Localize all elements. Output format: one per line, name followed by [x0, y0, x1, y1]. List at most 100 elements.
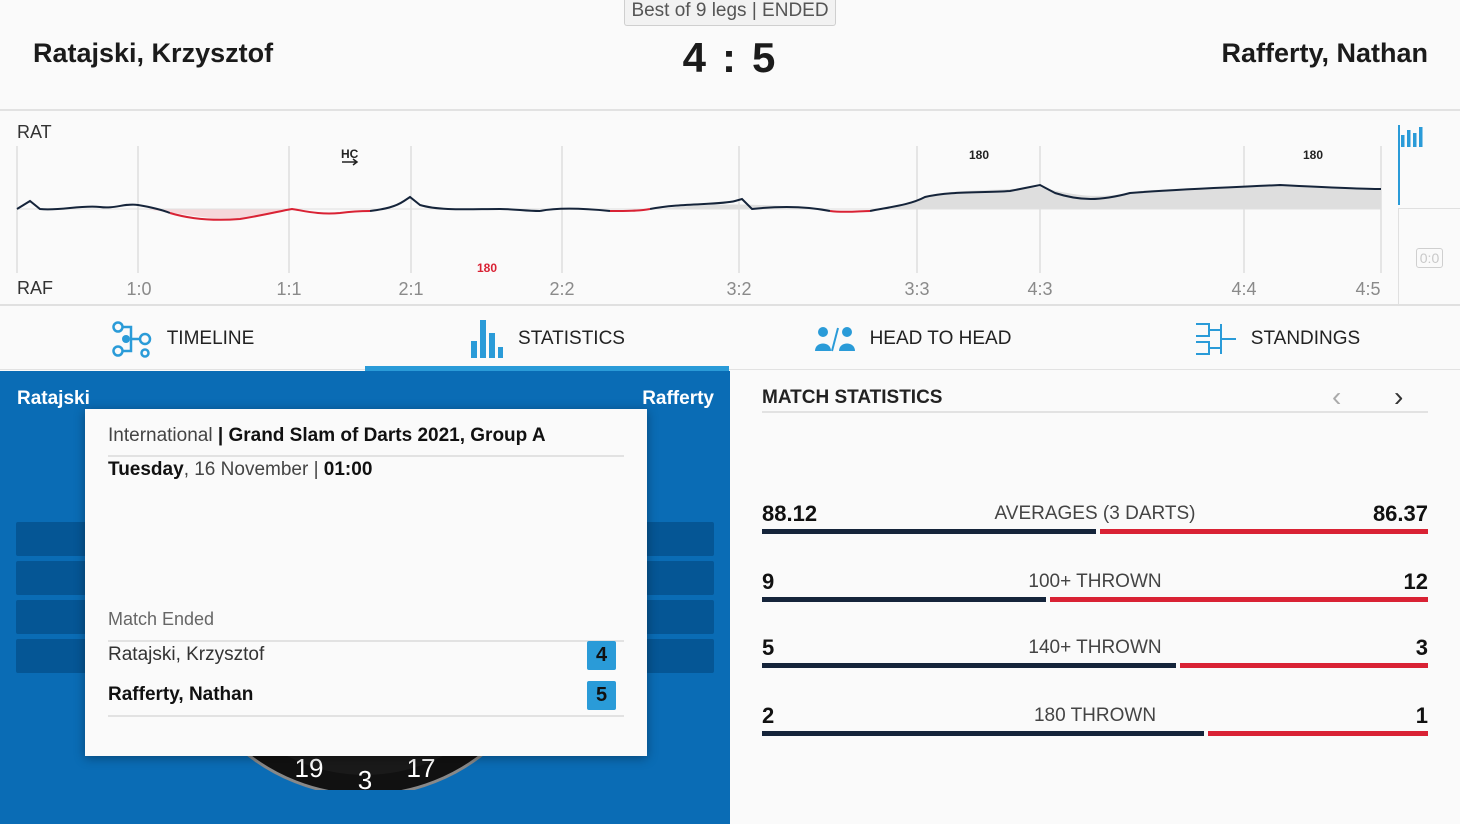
stat-bar-left — [762, 663, 1176, 668]
leg-score-label: 4:3 — [1027, 279, 1052, 299]
background-row — [16, 522, 86, 556]
momentum-chart-toggle[interactable] — [1398, 125, 1460, 205]
match-header: Best of 9 legs | ENDED Ratajski, Krzyszt… — [0, 0, 1460, 111]
board-number: 3 — [358, 765, 372, 790]
stat-bar-right — [1050, 597, 1428, 602]
hc-arrow-icon — [342, 158, 359, 166]
event-tournament: Grand Slam of Darts 2021, Group A — [228, 425, 546, 446]
leg-score-label: 1:0 — [126, 279, 151, 299]
stat-left-value: 5 — [762, 635, 775, 660]
dartboard-panel: 19 3 17 Ratajski Rafferty International … — [0, 371, 730, 824]
leg-score-label: 4:4 — [1231, 279, 1256, 299]
stat-bar-left — [762, 731, 1204, 736]
match-status: Match Ended — [108, 609, 624, 642]
leg-score-label: 4:5 — [1355, 279, 1380, 299]
board-number: 19 — [295, 753, 324, 783]
hc-marker: HC — [341, 147, 359, 166]
tab-timeline-label: TIMELINE — [166, 328, 255, 349]
stat-label: AVERAGES (3 DARTS) — [994, 503, 1196, 524]
stats-title: MATCH STATISTICS — [762, 387, 943, 408]
momentum-top-player-label: RAT — [17, 122, 52, 142]
background-row — [646, 561, 714, 595]
chevron-left-icon[interactable]: ‹ — [1332, 381, 1342, 412]
leg-score-label: 2:1 — [398, 279, 423, 299]
score-separator: : — [722, 34, 738, 81]
stat-label: 140+ THROWN — [1028, 637, 1162, 658]
hc-marker-label: HC — [341, 147, 359, 161]
stat-bar-left — [762, 597, 1046, 602]
background-row — [646, 522, 714, 556]
stat-bar-right — [1100, 529, 1428, 534]
match-info-card: International | Grand Slam of Darts 2021… — [85, 409, 647, 756]
result-row: Ratajski, Krzysztof 4 — [108, 635, 624, 675]
bar-chart-icon — [1401, 127, 1423, 147]
tab-timeline[interactable]: TIMELINE — [0, 308, 365, 370]
leg-score-label: 2:2 — [549, 279, 574, 299]
event-category: International — [108, 425, 213, 446]
stat-bar-right — [1208, 731, 1428, 736]
stat-right-value: 12 — [1403, 569, 1428, 594]
match-date-line: Tuesday, 16 November | 01:00 — [108, 459, 372, 481]
score-view-toggle[interactable]: 0:0 — [1398, 208, 1460, 306]
background-row — [646, 639, 714, 673]
rat-momentum-line — [16, 183, 1382, 214]
statistics-icon — [471, 320, 504, 358]
panel-player-left: Ratajski — [17, 388, 90, 409]
section-tabs: TIMELINE STATISTICS HEAD TO HEAD STANDIN… — [0, 308, 1460, 371]
stat-row: 9 100+ THROWN 12 — [762, 569, 1428, 609]
tab-standings[interactable]: STANDINGS — [1095, 308, 1460, 370]
rat-momentum-area — [660, 185, 1381, 209]
stat-row: 2 180 THROWN 1 — [762, 703, 1428, 743]
background-row — [646, 600, 714, 634]
match-day: Tuesday — [108, 459, 184, 480]
stats-divider — [762, 411, 1428, 413]
background-row — [16, 561, 86, 595]
bottom-180-marker: 180 — [477, 261, 497, 275]
result-player-name: Rafferty, Nathan — [108, 684, 254, 705]
standings-icon — [1195, 323, 1236, 355]
result-score: 4 — [587, 640, 616, 670]
leg-score-label: 3:3 — [904, 279, 929, 299]
timeline-icon — [111, 321, 151, 358]
momentum-graph: HC 180 180 180 1:0 1:1 2:1 2:2 3:2 3:3 4… — [16, 146, 1382, 299]
tab-head-to-head-label: HEAD TO HEAD — [869, 328, 1012, 349]
momentum-bottom-player-label: RAF — [17, 278, 53, 298]
top-180-marker-a: 180 — [969, 148, 989, 162]
top-180-marker-b: 180 — [1303, 148, 1323, 162]
head-to-head-icon — [814, 327, 855, 352]
player-right-name: Rafferty, Nathan — [1221, 38, 1428, 68]
match-date: , 16 November | — [183, 459, 324, 480]
match-time: 01:00 — [323, 459, 373, 480]
raf-momentum-line — [169, 207, 871, 221]
tab-statistics-label: STATISTICS — [518, 328, 625, 349]
score-right: 5 — [752, 34, 778, 81]
tab-head-to-head[interactable]: HEAD TO HEAD — [730, 308, 1095, 370]
stat-left-value: 2 — [762, 703, 775, 728]
leg-score-label: 1:1 — [276, 279, 301, 299]
match-statistics-panel: MATCH STATISTICS ‹ › 88.12 AVERAGES (3 D… — [730, 371, 1460, 824]
match-format-badge: Best of 9 legs | ENDED — [624, 0, 836, 26]
event-separator: | — [212, 425, 229, 446]
board-number: 17 — [407, 753, 436, 783]
result-row-winner: Rafferty, Nathan 5 — [108, 675, 624, 717]
stat-bar-right — [1180, 663, 1428, 668]
stat-bar-left — [762, 529, 1096, 534]
match-event-line: International | Grand Slam of Darts 2021… — [108, 425, 624, 457]
score-view-toggle-label: 0:0 — [1415, 247, 1444, 268]
stat-right-value: 86.37 — [1372, 501, 1428, 526]
stat-left-value: 88.12 — [762, 501, 818, 526]
match-score: 4:5 — [0, 34, 1460, 82]
panel-player-right: Rafferty — [642, 388, 714, 409]
player-left-name: Ratajski, Krzysztof — [33, 38, 274, 68]
tab-statistics[interactable]: STATISTICS — [365, 308, 730, 371]
chevron-right-icon[interactable]: › — [1394, 381, 1404, 412]
stat-label: 180 THROWN — [1033, 705, 1157, 726]
score-left: 4 — [682, 34, 708, 81]
tab-standings-label: STANDINGS — [1250, 328, 1361, 349]
stat-left-value: 9 — [762, 569, 775, 594]
stat-right-value: 3 — [1415, 635, 1428, 660]
momentum-chart: HC 180 180 180 1:0 1:1 2:1 2:2 3:2 3:3 4… — [0, 113, 1460, 306]
stat-row: 5 140+ THROWN 3 — [762, 635, 1428, 675]
result-score: 5 — [587, 680, 616, 710]
stat-label: 100+ THROWN — [1028, 571, 1162, 592]
